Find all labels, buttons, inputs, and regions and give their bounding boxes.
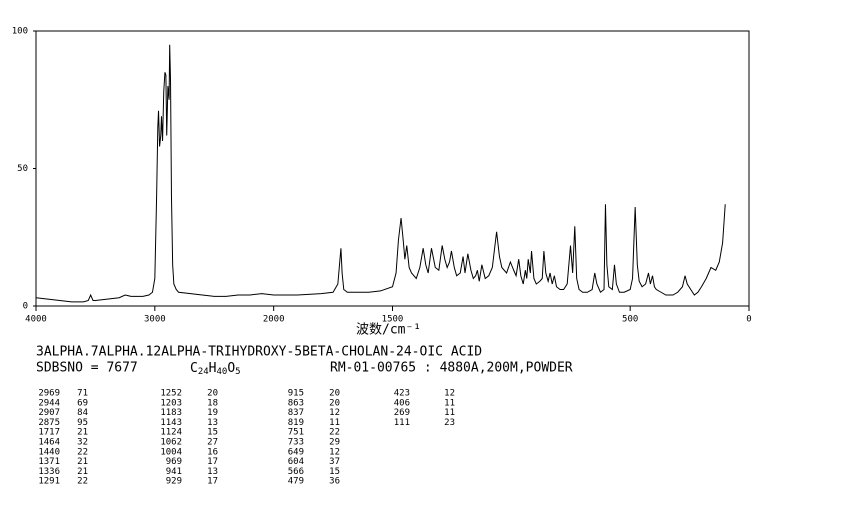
peak-wavenumber: 733: [288, 438, 304, 448]
peak-wavenumber: 111: [394, 418, 410, 428]
peak-intensity: 36: [329, 477, 340, 487]
peak-intensity: 84: [77, 408, 88, 418]
peak-wavenumber: 929: [166, 477, 182, 487]
peak-wavenumber: 1717: [38, 428, 60, 438]
peak-intensity: 16: [207, 447, 218, 457]
peak-intensity: 11: [444, 398, 455, 408]
peak-wavenumber: 863: [288, 398, 304, 408]
x-tick-label: 4000: [25, 315, 47, 325]
peak-intensity: 21: [77, 428, 88, 438]
peak-intensity: 20: [329, 398, 340, 408]
peak-intensity: 22: [329, 428, 340, 438]
peak-wavenumber: 479: [288, 477, 304, 487]
peak-wavenumber: 1464: [38, 438, 60, 448]
peak-wavenumber: 423: [394, 389, 410, 399]
peak-wavenumber: 1291: [38, 477, 60, 487]
peak-wavenumber: 1143: [160, 418, 182, 428]
peak-wavenumber: 1183: [160, 408, 182, 418]
peak-intensity: 37: [329, 457, 340, 467]
x-tick-label: 0: [746, 315, 751, 325]
peak-intensity: 29: [329, 438, 340, 448]
peak-intensity: 22: [77, 447, 88, 457]
peak-wavenumber: 1062: [160, 438, 182, 448]
peak-intensity: 23: [444, 418, 455, 428]
peak-wavenumber: 837: [288, 408, 304, 418]
peak-intensity: 17: [207, 457, 218, 467]
x-tick-label: 1500: [382, 315, 404, 325]
spectrum-line: [35, 44, 726, 303]
plot-frame: [35, 30, 750, 307]
compound-name: 3ALPHA.7ALPHA.12ALPHA-TRIHYDROXY-5BETA-C…: [36, 345, 482, 360]
sdbs-number: SDBSNO = 7677: [36, 361, 138, 376]
peak-wavenumber: 915: [288, 389, 304, 399]
peak-intensity: 12: [329, 447, 340, 457]
peak-intensity: 69: [77, 398, 88, 408]
peak-intensity: 15: [207, 428, 218, 438]
peak-wavenumber: 1371: [38, 457, 60, 467]
peak-wavenumber: 2969: [38, 389, 60, 399]
peak-wavenumber: 1124: [160, 428, 182, 438]
x-tick-label: 500: [622, 315, 638, 325]
x-axis-label: 波数/cm⁻¹: [356, 323, 421, 338]
peak-wavenumber: 941: [166, 467, 182, 477]
peak-intensity: 13: [207, 467, 218, 477]
peak-intensity: 71: [77, 389, 88, 399]
y-tick-label: 100: [12, 27, 28, 37]
peak-wavenumber: 819: [288, 418, 304, 428]
peak-intensity: 20: [329, 389, 340, 399]
peak-wavenumber: 2875: [38, 418, 60, 428]
peak-wavenumber: 1252: [160, 389, 182, 399]
x-tick-label: 3000: [144, 315, 166, 325]
peak-intensity: 11: [329, 418, 340, 428]
peak-wavenumber: 566: [288, 467, 304, 477]
peak-intensity: 20: [207, 389, 218, 399]
peak-intensity: 12: [329, 408, 340, 418]
peak-wavenumber: 1203: [160, 398, 182, 408]
peak-wavenumber: 604: [288, 457, 304, 467]
peak-intensity: 95: [77, 418, 88, 428]
y-tick-label: 50: [17, 164, 28, 174]
peak-wavenumber: 1336: [38, 467, 60, 477]
peak-intensity: 21: [77, 457, 88, 467]
peak-intensity: 18: [207, 398, 218, 408]
x-tick-label: 2000: [263, 315, 285, 325]
peak-wavenumber: 2907: [38, 408, 60, 418]
peak-intensity: 12: [444, 389, 455, 399]
peak-intensity: 11: [444, 408, 455, 418]
peak-intensity: 21: [77, 467, 88, 477]
peak-wavenumber: 649: [288, 447, 304, 457]
peak-intensity: 17: [207, 477, 218, 487]
peak-intensity: 15: [329, 467, 340, 477]
peak-wavenumber: 406: [394, 398, 410, 408]
peak-intensity: 22: [77, 477, 88, 487]
peak-wavenumber: 751: [288, 428, 304, 438]
peak-wavenumber: 1440: [38, 447, 60, 457]
y-tick-label: 0: [23, 302, 28, 312]
peak-wavenumber: 969: [166, 457, 182, 467]
formula: C24H40O5: [190, 361, 241, 377]
peak-wavenumber: 2944: [38, 398, 60, 408]
peak-wavenumber: 269: [394, 408, 410, 418]
peak-intensity: 19: [207, 408, 218, 418]
peak-wavenumber: 1004: [160, 447, 182, 457]
peak-intensity: 27: [207, 438, 218, 448]
peak-intensity: 13: [207, 418, 218, 428]
sample-info: RM-01-00765 : 4880A,200M,POWDER: [330, 361, 573, 376]
peak-intensity: 32: [77, 438, 88, 448]
